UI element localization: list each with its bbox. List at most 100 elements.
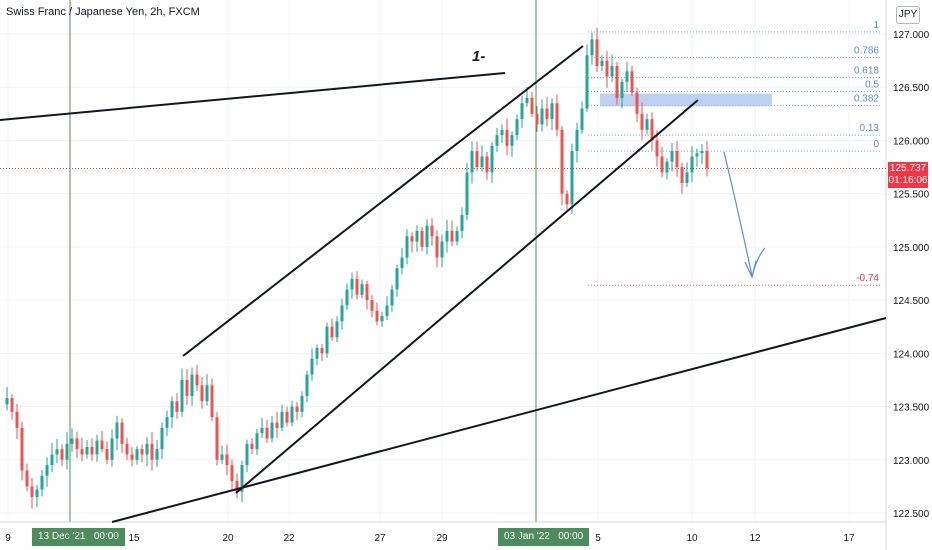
candle-body-3 xyxy=(15,411,19,428)
candle-body-90 xyxy=(450,230,454,242)
candle-body-139 xyxy=(695,153,699,157)
candle-body-126 xyxy=(630,71,634,93)
candle-body-30 xyxy=(150,443,154,460)
trendline-annotation: 1- xyxy=(472,48,486,65)
candle-body-20 xyxy=(100,440,104,450)
candle-body-88 xyxy=(440,241,444,258)
candle-body-103 xyxy=(515,119,519,136)
candle-body-76 xyxy=(380,316,384,322)
candle-body-140 xyxy=(700,151,704,154)
projection-arrowhead xyxy=(744,260,757,279)
candle-body-89 xyxy=(445,230,449,242)
fib-level-label-0: 1 xyxy=(873,20,879,31)
candle-body-114 xyxy=(570,151,574,205)
candle-body-27 xyxy=(135,449,139,460)
candle-body-115 xyxy=(575,129,579,152)
candle-body-111 xyxy=(555,103,559,130)
candle-body-39 xyxy=(195,374,199,386)
candle-body-51 xyxy=(255,433,259,450)
candle-body-95 xyxy=(475,151,479,168)
candle-body-57 xyxy=(285,411,289,423)
countdown-timer: 01:16:06 xyxy=(888,175,928,186)
candle-body-34 xyxy=(170,401,174,418)
candle-body-123 xyxy=(615,65,619,98)
candle-body-11 xyxy=(55,449,59,455)
candle-body-124 xyxy=(620,81,624,98)
candle-body-85 xyxy=(425,225,429,247)
x-tick-label-4: 22 xyxy=(283,533,295,544)
candle-body-40 xyxy=(200,385,204,402)
fib-level-label-1: 0.786 xyxy=(854,45,879,56)
candle-body-31 xyxy=(155,449,159,460)
candle-body-54 xyxy=(270,422,274,439)
candle-body-93 xyxy=(465,172,469,215)
candle-body-58 xyxy=(290,406,294,423)
currency-button[interactable]: JPY xyxy=(896,6,920,24)
candle-body-129 xyxy=(645,119,649,130)
candle-body-53 xyxy=(265,427,269,439)
candle-body-62 xyxy=(310,358,314,375)
candle-body-17 xyxy=(85,447,89,455)
candle-body-38 xyxy=(190,374,194,396)
candle-body-117 xyxy=(585,55,589,109)
candle-body-134 xyxy=(670,151,674,162)
candle-body-132 xyxy=(660,156,664,173)
candle-body-42 xyxy=(210,385,214,418)
y-tick-label-9: 122.500 xyxy=(893,509,930,520)
chart-title: Swiss Franc / Japanese Yen, 2h, FXCM xyxy=(6,6,200,18)
x-tick-label-9: 10 xyxy=(686,533,698,544)
current-price-value: 125.737 xyxy=(889,163,927,174)
candle-body-107 xyxy=(535,113,539,125)
candle-body-6 xyxy=(30,486,34,498)
candle-body-77 xyxy=(385,305,389,317)
fib-zone xyxy=(600,93,772,107)
upper-resistance-line xyxy=(0,72,506,121)
x-tick-label-6: 29 xyxy=(436,533,448,544)
candle-body-26 xyxy=(130,454,134,460)
candle-body-5 xyxy=(25,470,29,487)
candle-body-18 xyxy=(90,447,94,455)
candle-body-68 xyxy=(340,305,344,322)
long-support-line xyxy=(111,317,887,523)
candle-body-41 xyxy=(205,385,209,402)
candle-body-70 xyxy=(350,278,354,290)
candle-body-72 xyxy=(360,284,364,295)
candle-body-92 xyxy=(460,214,464,231)
y-tick-label-4: 125.000 xyxy=(893,243,930,254)
x-tick-label-2: 15 xyxy=(128,533,140,544)
y-tick-label-0: 127.000 xyxy=(893,30,930,41)
candle-body-87 xyxy=(435,236,439,258)
candle-body-47 xyxy=(235,481,239,492)
candle-body-55 xyxy=(275,422,279,428)
candle-body-80 xyxy=(400,257,404,269)
candle-body-71 xyxy=(355,278,359,295)
fib-level-label-7: -0.74 xyxy=(856,273,879,284)
candle-body-64 xyxy=(320,348,324,354)
candle-body-101 xyxy=(505,129,509,146)
candle-body-116 xyxy=(580,108,584,130)
candle-body-16 xyxy=(80,449,84,455)
candle-body-100 xyxy=(500,129,504,136)
candle-body-110 xyxy=(550,103,554,120)
candle-body-113 xyxy=(565,193,569,205)
time-marker-1-time: 00:00 xyxy=(93,531,119,542)
candle-body-96 xyxy=(480,156,484,168)
candle-body-60 xyxy=(300,395,304,412)
candle-body-86 xyxy=(430,225,434,237)
candle-body-61 xyxy=(305,374,309,396)
candle-body-74 xyxy=(370,300,374,311)
candle-body-133 xyxy=(665,161,669,173)
candle-body-4 xyxy=(20,427,24,471)
y-tick-label-2: 126.000 xyxy=(893,136,930,147)
projection-arrow xyxy=(723,151,766,277)
candle-body-81 xyxy=(405,236,409,258)
candle-body-120 xyxy=(600,60,604,66)
candle-body-43 xyxy=(215,417,219,460)
candle-body-44 xyxy=(220,454,224,460)
candle-body-118 xyxy=(590,39,594,56)
candle-body-35 xyxy=(175,401,179,412)
y-tick-label-7: 123.500 xyxy=(893,403,930,414)
candle-body-69 xyxy=(345,289,349,306)
channel-bottom-line xyxy=(235,99,699,494)
